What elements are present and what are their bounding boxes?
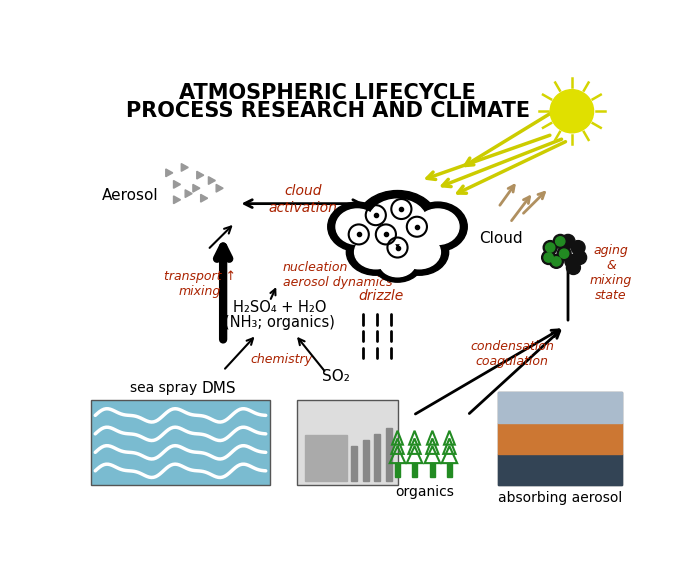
Bar bbox=[386, 428, 392, 481]
Text: PROCESS RESEARCH AND CLIMATE: PROCESS RESEARCH AND CLIMATE bbox=[126, 101, 530, 121]
Text: cloud
activation: cloud activation bbox=[269, 184, 337, 215]
Bar bbox=[92, 400, 270, 484]
Text: H₂SO₄ + H₂O: H₂SO₄ + H₂O bbox=[233, 300, 326, 315]
Circle shape bbox=[566, 261, 580, 274]
Circle shape bbox=[565, 254, 579, 268]
Ellipse shape bbox=[416, 209, 459, 245]
Circle shape bbox=[553, 234, 567, 249]
Ellipse shape bbox=[398, 235, 440, 269]
Polygon shape bbox=[197, 171, 204, 179]
Text: Aerosol: Aerosol bbox=[102, 188, 158, 203]
Polygon shape bbox=[193, 184, 200, 192]
Polygon shape bbox=[174, 196, 181, 204]
Polygon shape bbox=[201, 195, 208, 202]
Ellipse shape bbox=[408, 202, 468, 251]
Polygon shape bbox=[216, 184, 223, 192]
Text: Cloud: Cloud bbox=[479, 231, 522, 246]
Polygon shape bbox=[209, 177, 216, 184]
Bar bbox=[498, 392, 622, 484]
Circle shape bbox=[571, 241, 585, 254]
Bar bbox=[395, 463, 400, 477]
Text: chemistry: chemistry bbox=[251, 354, 312, 366]
Text: (NH₃; organics): (NH₃; organics) bbox=[224, 316, 335, 331]
Bar bbox=[363, 440, 369, 481]
Polygon shape bbox=[174, 181, 181, 188]
Text: transport ↑
mixing: transport ↑ mixing bbox=[164, 270, 236, 298]
Ellipse shape bbox=[357, 191, 438, 252]
Ellipse shape bbox=[346, 229, 405, 276]
Ellipse shape bbox=[372, 244, 422, 282]
Polygon shape bbox=[166, 169, 173, 177]
Text: drizzle: drizzle bbox=[358, 289, 404, 303]
Bar bbox=[430, 463, 435, 477]
Ellipse shape bbox=[368, 199, 426, 243]
Circle shape bbox=[573, 251, 587, 265]
Text: SO₂: SO₂ bbox=[321, 370, 349, 385]
Circle shape bbox=[544, 253, 553, 262]
Ellipse shape bbox=[390, 229, 449, 276]
Bar bbox=[297, 400, 398, 484]
Bar bbox=[412, 463, 417, 477]
Circle shape bbox=[543, 241, 557, 254]
Circle shape bbox=[559, 249, 569, 258]
Text: organics: organics bbox=[395, 486, 454, 499]
Circle shape bbox=[561, 234, 575, 249]
Ellipse shape bbox=[336, 209, 379, 245]
Text: sea spray: sea spray bbox=[130, 382, 197, 395]
Text: DMS: DMS bbox=[202, 381, 237, 396]
Polygon shape bbox=[181, 164, 188, 171]
Bar bbox=[498, 392, 622, 423]
Text: nucleation
aerosol dynamics: nucleation aerosol dynamics bbox=[283, 261, 392, 289]
Bar bbox=[498, 454, 622, 484]
Circle shape bbox=[557, 247, 571, 261]
Circle shape bbox=[550, 90, 594, 133]
Bar bbox=[304, 435, 347, 481]
Ellipse shape bbox=[355, 235, 397, 269]
Text: aging
&
mixing
state: aging & mixing state bbox=[589, 244, 632, 302]
Ellipse shape bbox=[328, 202, 386, 251]
Polygon shape bbox=[185, 190, 192, 197]
Bar bbox=[447, 463, 452, 477]
Bar bbox=[374, 434, 381, 481]
Circle shape bbox=[550, 254, 564, 268]
Text: condensation
coagulation: condensation coagulation bbox=[470, 340, 554, 368]
Ellipse shape bbox=[379, 249, 415, 277]
Circle shape bbox=[552, 257, 561, 266]
Text: ATMOSPHERIC LIFECYCLE: ATMOSPHERIC LIFECYCLE bbox=[179, 83, 476, 103]
Bar bbox=[498, 423, 622, 454]
Circle shape bbox=[542, 251, 556, 265]
Circle shape bbox=[556, 236, 565, 246]
Circle shape bbox=[545, 243, 555, 252]
Bar bbox=[351, 446, 357, 481]
Text: absorbing aerosol: absorbing aerosol bbox=[498, 491, 622, 505]
